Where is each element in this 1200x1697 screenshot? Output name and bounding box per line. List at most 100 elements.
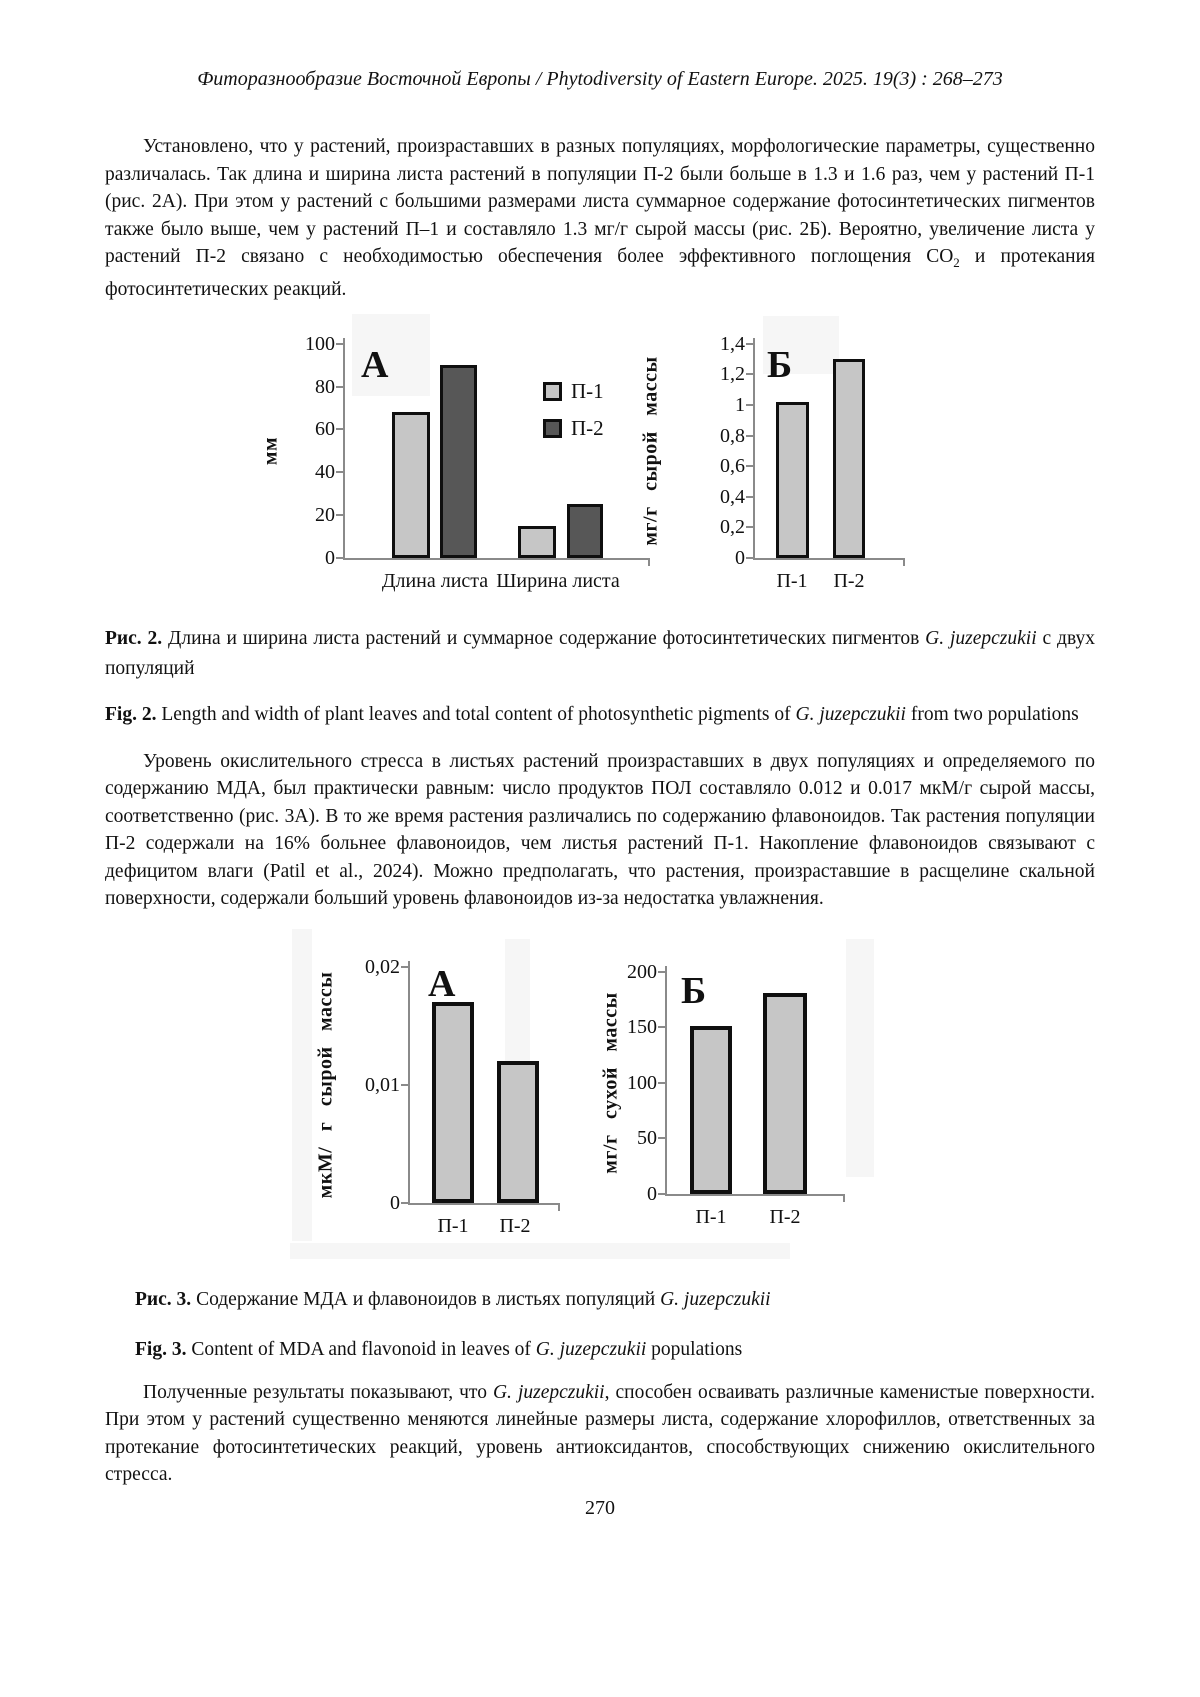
- paragraph-3-tail: , способен осваивать различные каменисты…: [105, 1381, 1095, 1486]
- y-tick-mark: [746, 342, 754, 345]
- co2-subscript: 2: [953, 254, 960, 270]
- y-tick-mark: [746, 404, 754, 407]
- x-category-label: П-2: [769, 1205, 801, 1228]
- y-axis-line: [408, 960, 410, 1203]
- y-tick-mark: [336, 342, 344, 345]
- legend-label: П-2: [571, 415, 604, 440]
- species-name: G. juzepczukii: [660, 1288, 771, 1310]
- figure-3-caption-ru-text: Содержание МДА и флавоноидов в листьях п…: [191, 1288, 661, 1310]
- y-tick-mark: [336, 556, 344, 559]
- x-axis-end-tick: [843, 1193, 845, 1202]
- y-tick-mark: [746, 373, 754, 376]
- y-tick-label: 0,6: [720, 455, 745, 478]
- y-tick-mark: [401, 1201, 409, 1204]
- species-name: G. juzepczukii: [535, 1338, 647, 1360]
- figure-2-caption-en-text: Length and width of plant leaves and tot…: [156, 703, 796, 725]
- page-number: 270: [585, 1496, 615, 1519]
- y-tick-mark: [658, 1081, 666, 1084]
- y-tick-label: 0: [735, 546, 745, 569]
- y-tick-label: 1: [735, 394, 745, 417]
- legend-swatch: [543, 381, 562, 401]
- x-category-label: П-1: [695, 1205, 727, 1228]
- y-tick-label: 0: [647, 1182, 657, 1205]
- chart-bar: [776, 401, 809, 558]
- chart-bar: [440, 364, 477, 558]
- chart-bar: [392, 411, 430, 558]
- y-tick-mark: [658, 1026, 666, 1029]
- chart-bar: [497, 1060, 539, 1203]
- x-axis-end-tick: [903, 557, 905, 566]
- figure3-chart-a-mda: мкМ/ г сырой массы 0,02 0,01 0 П-1 П-2 А: [0, 928, 1200, 1259]
- paragraph-1-text: Установлено, что у растений, произрастав…: [105, 136, 1095, 267]
- y-tick-mark: [746, 526, 754, 529]
- y-tick-label: 0: [390, 1191, 400, 1214]
- y-tick-label: 20: [315, 504, 335, 527]
- y-tick-label: 0,4: [720, 485, 745, 508]
- x-axis-end-tick: [648, 557, 650, 566]
- chart-bar: [763, 992, 807, 1194]
- figure-3-caption-en-label: Fig. 3.: [135, 1338, 187, 1360]
- figure-3-caption-en-text: Content of MDA and flavonoid in leaves o…: [186, 1338, 536, 1360]
- species-name: G. juzepczukii: [925, 627, 1037, 649]
- chart-bar: [518, 525, 556, 558]
- figure-2-caption-ru-text: Длина и ширина листа растений и суммарно…: [162, 627, 926, 649]
- y-tick-mark: [401, 1083, 409, 1086]
- figure-3-caption-ru-label: Рис. 3.: [135, 1288, 192, 1310]
- x-category-label: П-2: [499, 1214, 531, 1237]
- panel-letter: Б: [681, 969, 707, 1012]
- y-axis-line: [343, 337, 345, 558]
- figure-2: мм 100 80 60 40 20 0 Длина листа Ширина листа А П-…: [0, 304, 1200, 594]
- y-tick-mark: [336, 428, 344, 431]
- figure-3-caption-en-tail: populations: [646, 1338, 743, 1360]
- panel-letter: А: [361, 343, 389, 386]
- y-tick-label: 0: [325, 546, 335, 569]
- y-tick-mark: [401, 965, 409, 968]
- y-tick-mark: [746, 495, 754, 498]
- x-category-label: П-2: [833, 569, 865, 592]
- figure2-chart-b-pigments: мг/г сырой массы 1,4 1,2 1 0,8 0,6 0,4 0,2 0 П-1 П…: [0, 304, 1200, 594]
- paragraph-3-text: Полученные результаты показывают, что: [143, 1381, 493, 1403]
- y-tick-label: 100: [305, 332, 335, 355]
- figure-3-caption-ru: Рис. 3. Содержание МДА и флавоноидов в л…: [135, 1285, 1095, 1315]
- paragraph-conclusion: Полученные результаты показывают, что G.…: [105, 1379, 1095, 1489]
- scan-artifact: [290, 1242, 790, 1259]
- y-tick-mark: [746, 434, 754, 437]
- chart-bar: [432, 1001, 474, 1203]
- figure2-chart-a-leaf-size: мм 100 80 60 40 20 0 Длина листа Ширина листа А П-…: [0, 304, 1200, 594]
- y-tick-label: 0,8: [720, 424, 745, 447]
- paragraph-oxidative-stress: Уровень окислительного стресса в листьях…: [105, 750, 1095, 910]
- paragraph-1-tail: и протекания фотосинтетических реакций.: [105, 246, 1095, 301]
- figure-2-caption-ru-tail: с двух популяций: [105, 627, 1095, 679]
- paragraph-results-morphology: Установлено, что у растений, произрастав…: [105, 133, 1095, 304]
- y-tick-label: 200: [627, 960, 657, 983]
- y-tick-mark: [746, 556, 754, 559]
- figure3-chart-b-flavonoids: мг/г сухой массы 200 150 100 50 0 П-1 П-2 Б: [0, 929, 1200, 1259]
- x-axis-line: [408, 1202, 560, 1205]
- figure-2-caption-ru-label: Рис. 2.: [105, 627, 163, 649]
- y-tick-mark: [336, 514, 344, 517]
- figure-3-caption-en: Fig. 3. Content of MDA and flavonoid in …: [135, 1335, 1095, 1365]
- species-name: G. juzepczukii: [795, 703, 906, 725]
- x-axis-end-tick: [558, 1202, 560, 1211]
- y-tick-mark: [658, 1192, 666, 1195]
- y-tick-label: 1,2: [720, 363, 745, 386]
- figure-2-caption-en: Fig. 2. Length and width of plant leaves…: [105, 700, 1095, 730]
- species-name: G. juzepczukii: [492, 1381, 605, 1403]
- figure-3: мкМ/ г сырой массы 0,02 0,01 0 П-1 П-2 А мг/г …: [0, 928, 1200, 1259]
- chart-bar: [690, 1025, 732, 1194]
- scan-artifact: [292, 928, 312, 1241]
- y-tick-label: 50: [637, 1127, 657, 1150]
- y-tick-mark: [658, 970, 666, 973]
- x-axis-line: [665, 1193, 845, 1196]
- figure-2-caption-en-tail: from two populations: [905, 703, 1079, 725]
- y-tick-label: 100: [627, 1071, 657, 1094]
- legend-swatch: [543, 418, 562, 438]
- scan-artifact: [352, 313, 430, 396]
- x-axis-line: [343, 557, 650, 560]
- x-category-label: П-1: [776, 569, 808, 592]
- scan-artifact: [763, 315, 839, 374]
- y-tick-mark: [336, 385, 344, 388]
- scan-artifact: [846, 938, 874, 1177]
- y-tick-mark: [658, 1137, 666, 1140]
- y-tick-label: 0,01: [365, 1073, 400, 1096]
